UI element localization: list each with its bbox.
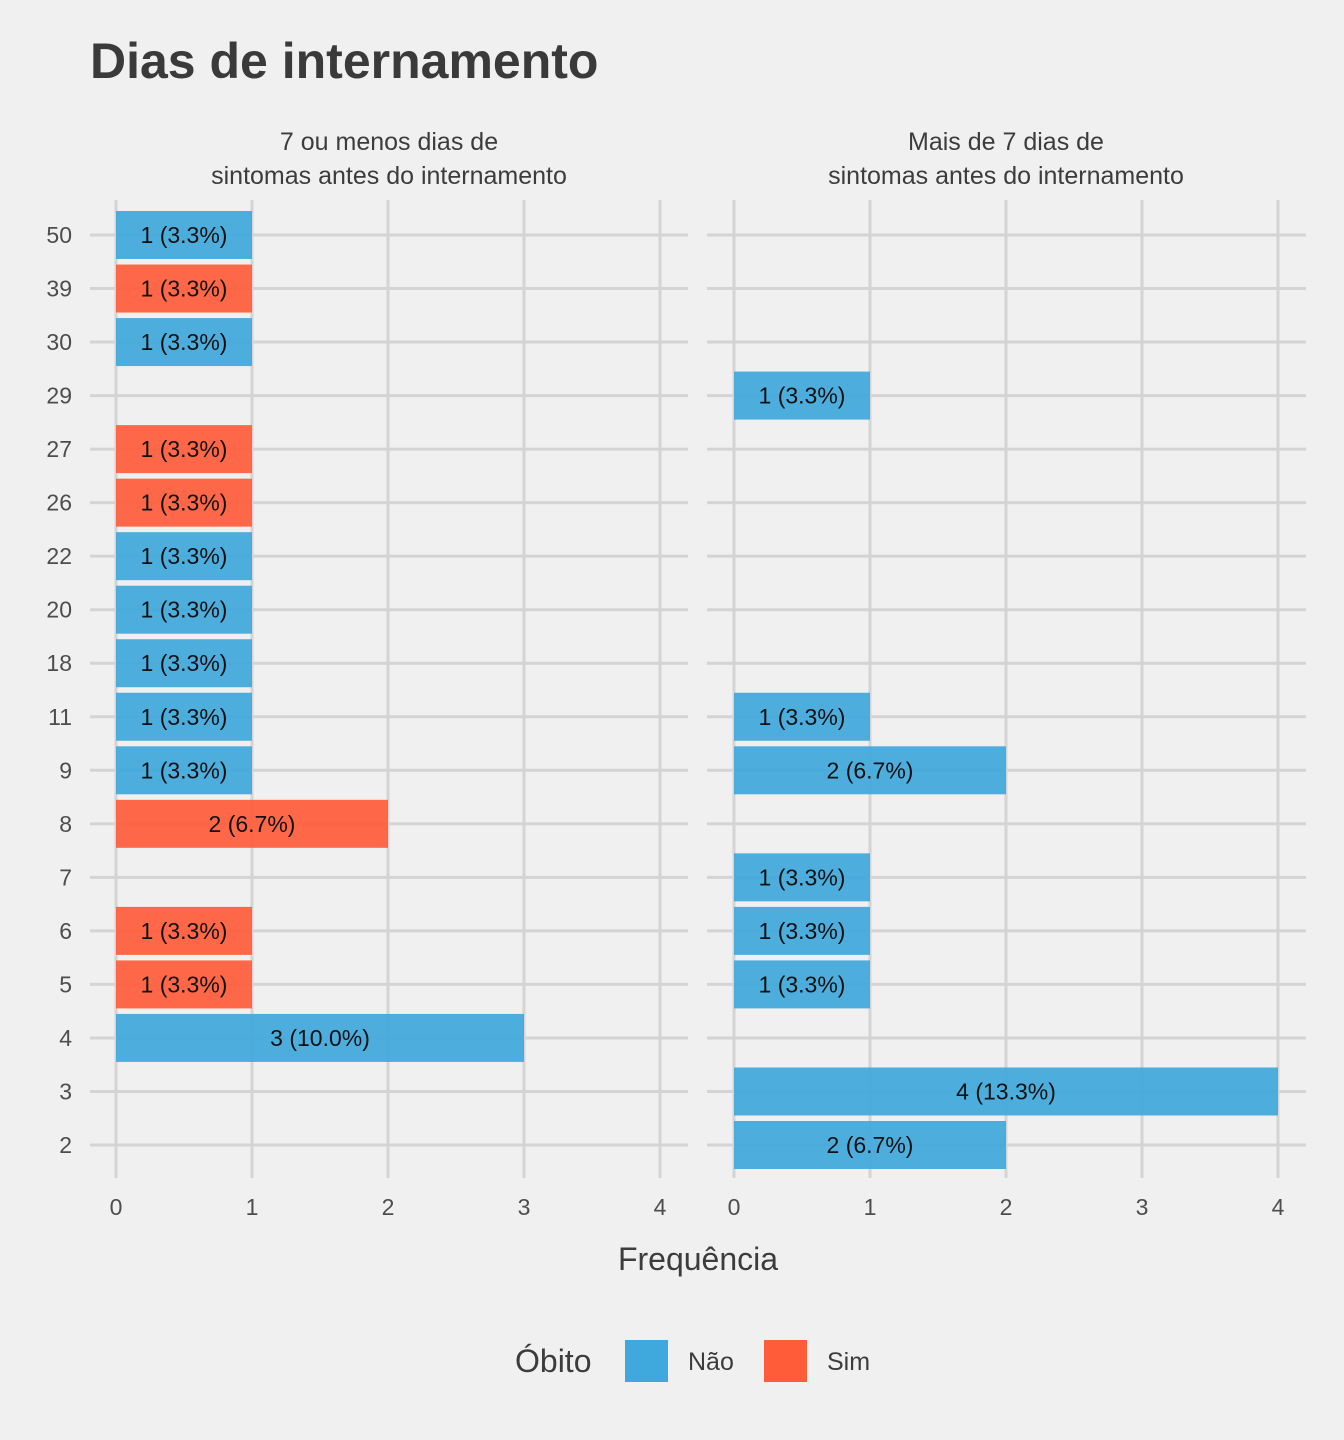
panel-1: 7 ou menos dias de sintomas antes do inte…: [90, 128, 688, 1220]
bar: [734, 906, 870, 955]
bar-label: 1 (3.3%): [141, 436, 228, 462]
bar-label: 1 (3.3%): [141, 490, 228, 516]
legend-swatch: [764, 1340, 807, 1382]
x-tick-label: 1: [864, 1194, 877, 1220]
y-tick-label: 27: [46, 436, 72, 462]
bar: [116, 318, 252, 367]
bar-label: 1 (3.3%): [759, 383, 846, 409]
bar-label: 1 (3.3%): [141, 757, 228, 783]
chart-title: Dias de internamento: [90, 33, 598, 89]
bar: [734, 853, 870, 902]
x-tick-label: 2: [382, 1194, 395, 1220]
bar-label: 2 (6.7%): [827, 757, 914, 783]
bar: [116, 425, 252, 474]
x-tick-label: 1: [246, 1194, 259, 1220]
legend-swatch: [625, 1340, 668, 1382]
bar-label: 1 (3.3%): [141, 543, 228, 569]
legend-label: Não: [688, 1348, 734, 1376]
y-tick-label: 39: [46, 276, 72, 302]
panel-title-line: sintomas antes do internamento: [211, 162, 567, 190]
bar-label: 2 (6.7%): [209, 811, 296, 837]
bar-label: 1 (3.3%): [141, 597, 228, 623]
x-tick-label: 4: [654, 1194, 667, 1220]
bar: [116, 799, 388, 848]
bar-label: 1 (3.3%): [141, 222, 228, 248]
bar: [116, 211, 252, 259]
panel-title: 7 ou menos dias de sintomas antes do inte…: [211, 128, 567, 190]
bar: [734, 692, 870, 741]
bar: [734, 1067, 1278, 1116]
x-tick-label: 0: [110, 1194, 123, 1220]
bar: [116, 960, 252, 1009]
legend: Óbito Não Sim: [515, 1340, 870, 1382]
bar-label: 1 (3.3%): [759, 918, 846, 944]
bar: [116, 1013, 524, 1062]
x-tick-label: 2: [1000, 1194, 1013, 1220]
panel-title-line: sintomas antes do internamento: [828, 162, 1184, 190]
bar-label: 1 (3.3%): [759, 864, 846, 890]
panel-title: Mais de 7 dias de sintomas antes do inter…: [828, 128, 1184, 190]
bar-label: 1 (3.3%): [141, 704, 228, 730]
bar-label: 1 (3.3%): [141, 918, 228, 944]
bar: [116, 585, 252, 634]
bar: [734, 1121, 1006, 1169]
y-tick-label: 26: [46, 490, 72, 516]
bar-label: 1 (3.3%): [141, 276, 228, 302]
bar: [116, 906, 252, 955]
bar: [734, 371, 870, 420]
y-tick-label: 9: [59, 757, 72, 783]
bar: [116, 692, 252, 741]
x-tick-label: 3: [1136, 1194, 1149, 1220]
y-tick-label: 3: [59, 1078, 72, 1104]
bar: [734, 746, 1006, 795]
bar: [116, 532, 252, 581]
plot-area: 7 ou menos dias de sintomas antes do inte…: [46, 128, 1306, 1220]
panel-2: Mais de 7 dias de sintomas antes do inter…: [707, 128, 1306, 1220]
y-tick-label: 2: [59, 1132, 72, 1158]
bar: [116, 264, 252, 313]
bar: [116, 639, 252, 688]
bar-label: 3 (10.0%): [270, 1025, 370, 1051]
y-tick-label: 22: [46, 543, 72, 569]
y-tick-label: 29: [46, 383, 72, 409]
x-tick-label: 0: [728, 1194, 741, 1220]
bar-label: 1 (3.3%): [141, 971, 228, 997]
bar-label: 1 (3.3%): [759, 971, 846, 997]
x-tick-label: 3: [518, 1194, 531, 1220]
legend-label: Sim: [827, 1348, 870, 1376]
y-tick-label: 30: [46, 329, 72, 355]
y-tick-label: 20: [46, 597, 72, 623]
y-tick-label: 4: [59, 1025, 72, 1051]
y-tick-label: 6: [59, 918, 72, 944]
bar: [116, 746, 252, 795]
panel-title-line: Mais de 7 dias de: [908, 128, 1104, 156]
y-tick-label: 8: [59, 811, 72, 837]
bar-label: 4 (13.3%): [956, 1078, 1056, 1104]
bar-label: 1 (3.3%): [759, 704, 846, 730]
bar-label: 2 (6.7%): [827, 1132, 914, 1158]
y-tick-label: 11: [48, 704, 72, 730]
y-tick-label: 7: [59, 864, 72, 890]
bar: [116, 478, 252, 527]
bar-label: 1 (3.3%): [141, 650, 228, 676]
y-tick-label: 50: [46, 222, 72, 248]
bar: [734, 960, 870, 1009]
bar-label: 1 (3.3%): [141, 329, 228, 355]
legend-title: Óbito: [515, 1343, 591, 1379]
panel-title-line: 7 ou menos dias de: [280, 128, 498, 156]
y-tick-label: 5: [59, 971, 72, 997]
x-tick-label: 4: [1272, 1194, 1285, 1220]
y-tick-label: 18: [46, 650, 72, 676]
x-axis-label: Frequência: [618, 1241, 778, 1277]
